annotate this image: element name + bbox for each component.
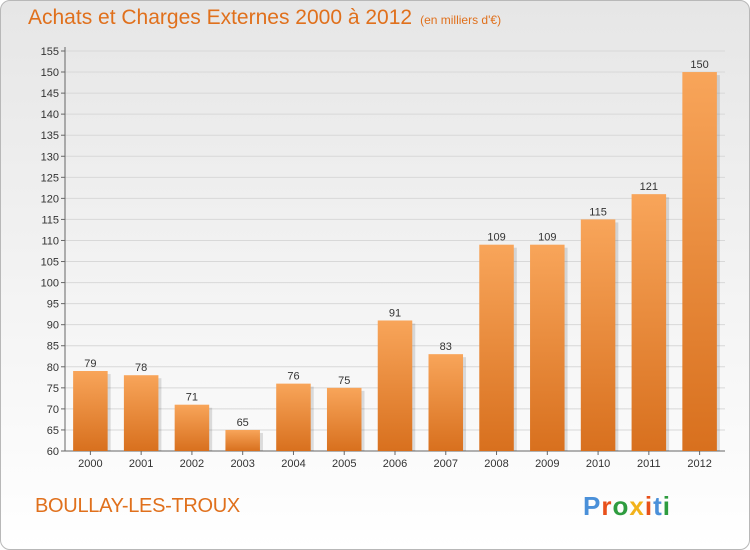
x-tick-label: 2004: [281, 458, 305, 470]
logo-letter: r: [601, 491, 613, 521]
y-tick-label: 155: [41, 46, 59, 58]
y-tick-label: 100: [41, 278, 59, 290]
y-tick-label: 120: [41, 193, 59, 205]
bar: [580, 219, 616, 451]
y-tick-label: 135: [41, 130, 59, 142]
x-tick-label: 2006: [383, 458, 407, 470]
chart-unit: (en milliers d'€): [420, 13, 502, 27]
bar: [123, 375, 159, 451]
y-tick-label: 125: [41, 172, 59, 184]
y-tick-label: 65: [47, 425, 59, 437]
data-label: 78: [135, 362, 147, 374]
x-tick-label: 2005: [332, 458, 356, 470]
bar: [174, 404, 210, 451]
data-label: 91: [389, 307, 401, 319]
logo-letter: P: [583, 491, 602, 521]
x-tick-label: 2002: [180, 458, 204, 470]
data-label: 79: [84, 358, 96, 370]
y-tick-label: 60: [47, 446, 59, 458]
data-label: 65: [237, 417, 249, 429]
y-tick-label: 145: [41, 88, 59, 100]
y-tick-label: 80: [47, 362, 59, 374]
data-label: 115: [589, 206, 607, 218]
data-label: 83: [440, 341, 452, 353]
data-label: 121: [640, 181, 658, 193]
y-tick-label: 70: [47, 404, 59, 416]
chart-title: Achats et Charges Externes 2000 à 2012 (e…: [28, 6, 501, 30]
y-tick-label: 90: [47, 320, 59, 332]
logo-letter: i: [662, 491, 671, 521]
data-label: 76: [287, 371, 299, 383]
proxiti-logo: Proxiti: [583, 491, 671, 522]
logo-letter: x: [629, 491, 645, 521]
data-label: 75: [338, 375, 350, 387]
x-tick-label: 2001: [129, 458, 153, 470]
y-tick-label: 110: [41, 235, 59, 247]
y-tick-label: 150: [41, 67, 59, 79]
data-label: 71: [186, 392, 198, 404]
y-tick-label: 130: [41, 151, 59, 163]
y-tick-label: 115: [41, 214, 59, 226]
bar: [479, 244, 514, 451]
data-label: 109: [487, 232, 505, 244]
bar: [377, 320, 413, 451]
bar: [276, 383, 311, 451]
data-label: 150: [690, 59, 708, 71]
x-tick-label: 2003: [230, 458, 254, 470]
y-tick-label: 105: [41, 257, 59, 269]
logo-letter: o: [612, 491, 630, 521]
logo-letter: i: [644, 491, 654, 521]
y-tick-label: 140: [41, 109, 59, 121]
chart-title-text: Achats et Charges Externes 2000 à 2012: [28, 6, 413, 29]
x-tick-label: 2007: [434, 458, 458, 470]
commune-name: BOULLAY-LES-TROUX: [35, 495, 240, 517]
bar: [326, 387, 362, 451]
logo-letter: t: [653, 491, 663, 521]
x-tick-label: 2010: [586, 458, 610, 470]
x-tick-label: 2011: [637, 458, 661, 470]
bar: [225, 429, 260, 451]
bar: [428, 354, 464, 451]
x-tick-label: 2008: [484, 458, 508, 470]
y-tick-label: 85: [47, 341, 59, 353]
y-tick-label: 75: [47, 383, 59, 395]
bar: [530, 244, 565, 451]
bar: [73, 371, 108, 451]
x-tick-label: 2000: [78, 458, 102, 470]
bar: [631, 194, 667, 451]
bar: [682, 72, 717, 451]
data-label: 109: [538, 232, 556, 244]
x-tick-label: 2009: [535, 458, 559, 470]
x-tick-label: 2012: [687, 458, 711, 470]
y-tick-label: 95: [47, 299, 59, 311]
